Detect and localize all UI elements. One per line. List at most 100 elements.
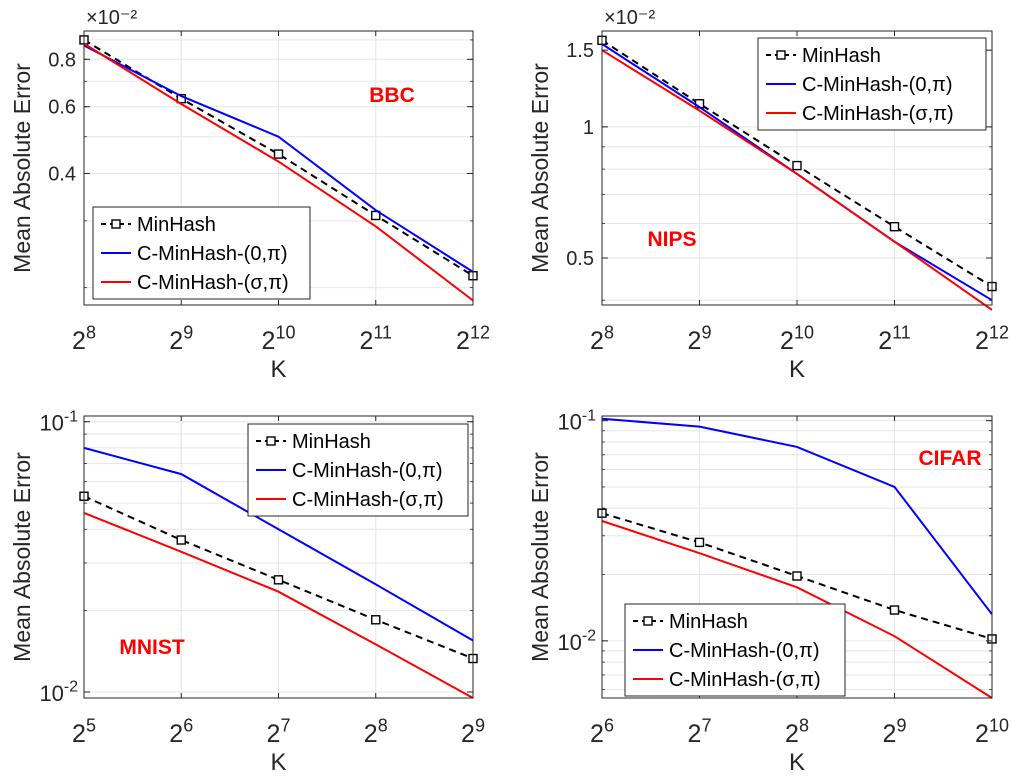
legend-entry: MinHash — [292, 431, 371, 453]
x-tick-label-exp: 8 — [378, 716, 388, 736]
y-multiplier-label: ×10⁻² — [86, 7, 137, 29]
legend-marker — [266, 436, 276, 446]
x-tick-label: 27 — [688, 716, 712, 749]
y-tick-label-base: 10 — [557, 630, 581, 655]
y-tick-label: 1 — [583, 117, 594, 139]
legend-entry: MinHash — [137, 214, 216, 236]
series-line — [601, 417, 993, 615]
dataset-label: MNIST — [119, 636, 185, 659]
x-tick-label-exp: 11 — [373, 323, 392, 343]
series-line — [601, 49, 993, 311]
x-tick-label: 28 — [785, 716, 809, 749]
x-axis-label: K — [789, 749, 805, 776]
x-tick-label-base: 2 — [456, 327, 470, 355]
x-tick-label-exp: 6 — [604, 716, 614, 736]
x-tick-label-base: 2 — [688, 720, 702, 748]
legend-marker — [643, 616, 653, 626]
legend: MinHash C-MinHash-(0,π) C-MinHash-(σ,π) — [247, 423, 469, 517]
x-tick-label: 28 — [590, 323, 614, 356]
x-tick-label: 211 — [359, 323, 392, 356]
x-tick-label-base: 2 — [267, 720, 281, 748]
x-tick-label: 29 — [688, 323, 712, 356]
series-marker — [792, 160, 802, 171]
series-marker — [889, 221, 900, 232]
y-axis-label: Mean Absolute Error — [527, 452, 553, 662]
x-tick-label-base: 2 — [359, 327, 373, 355]
legend: MinHash C-MinHash-(0,π) C-MinHash-(σ,π) — [92, 206, 311, 300]
series-line — [83, 42, 474, 302]
series-line — [83, 446, 474, 642]
y-tick-label-exp: -2 — [64, 679, 78, 696]
x-tick-label-exp: 9 — [183, 323, 193, 343]
y-tick-label: 10-2 — [557, 628, 596, 655]
x-tick-label: 29 — [883, 716, 907, 749]
x-tick-label-base: 2 — [72, 327, 86, 355]
x-tick-label: 210 — [975, 716, 1009, 749]
y-tick-label-exp: -1 — [64, 408, 78, 425]
x-tick-label-base: 2 — [590, 327, 604, 355]
legend-entry: C-MinHash-(0,π) — [669, 640, 819, 662]
x-tick-label: 210 — [780, 323, 814, 356]
x-tick-label-base: 2 — [169, 720, 183, 748]
x-tick-label-exp: 11 — [892, 323, 911, 343]
dataset-label: CIFAR — [919, 447, 982, 470]
x-tick-label-exp: 5 — [86, 716, 96, 736]
y-tick-label-base: 10 — [39, 681, 63, 706]
dataset-label: NIPS — [647, 228, 696, 251]
x-tick-label-exp: 9 — [896, 716, 906, 736]
series-marker — [273, 575, 284, 585]
x-tick-label-base: 2 — [169, 327, 183, 355]
x-tick-label-exp: 9 — [475, 716, 485, 736]
x-tick-label: 25 — [72, 716, 96, 749]
y-tick-label: 0.4 — [48, 163, 76, 185]
y-tick-label: 0.5 — [566, 248, 594, 270]
x-tick-label-exp: 10 — [989, 716, 1009, 736]
x-tick-label: 26 — [169, 716, 193, 749]
series-line — [83, 511, 474, 699]
series-marker — [792, 571, 802, 581]
dataset-label: BBC — [369, 84, 415, 107]
y-tick-label: 10-2 — [39, 679, 78, 706]
series-marker — [273, 149, 284, 159]
x-tick-label-base: 2 — [72, 720, 86, 748]
y-tick-label-exp: -2 — [582, 628, 596, 645]
x-tick-label: 212 — [975, 323, 1009, 356]
x-tick-label-base: 2 — [262, 327, 276, 355]
x-tick-label: 28 — [364, 716, 388, 749]
x-tick-label-exp: 10 — [275, 323, 295, 343]
series-marker — [694, 537, 705, 548]
x-tick-label-base: 2 — [780, 327, 794, 355]
x-tick-label-exp: 7 — [701, 716, 711, 736]
x-tick-label-exp: 8 — [86, 323, 96, 343]
series-1 — [83, 44, 474, 273]
series-2 — [83, 42, 474, 302]
legend-entry: C-MinHash-(0,π) — [292, 460, 442, 482]
x-tick-label: 211 — [878, 323, 911, 356]
y-tick-label: 0.8 — [48, 49, 76, 71]
legend-marker — [776, 50, 786, 60]
x-axis-label: K — [270, 749, 286, 776]
series-marker — [371, 615, 381, 625]
y-tick-label: 10-1 — [39, 408, 78, 435]
y-axis-label: Mean Absolute Error — [9, 63, 35, 273]
series-1 — [601, 417, 993, 615]
y-tick-label: 1.5 — [566, 40, 594, 62]
x-tick-label-base: 2 — [878, 327, 892, 355]
y-axis-label: Mean Absolute Error — [9, 452, 35, 662]
y-multiplier-label: ×10⁻² — [604, 7, 655, 29]
x-tick-label-exp: 6 — [183, 716, 193, 736]
y-tick-label-base: 10 — [557, 410, 581, 435]
series-line — [601, 520, 993, 699]
x-tick-label: 28 — [72, 323, 96, 356]
series-2 — [601, 49, 993, 311]
series-marker — [371, 210, 381, 221]
x-axis-label: K — [789, 356, 805, 383]
x-tick-label-exp: 8 — [604, 323, 614, 343]
legend-entry: C-MinHash-(0,π) — [137, 243, 287, 265]
legend-entry: C-MinHash-(σ,π) — [802, 103, 954, 125]
